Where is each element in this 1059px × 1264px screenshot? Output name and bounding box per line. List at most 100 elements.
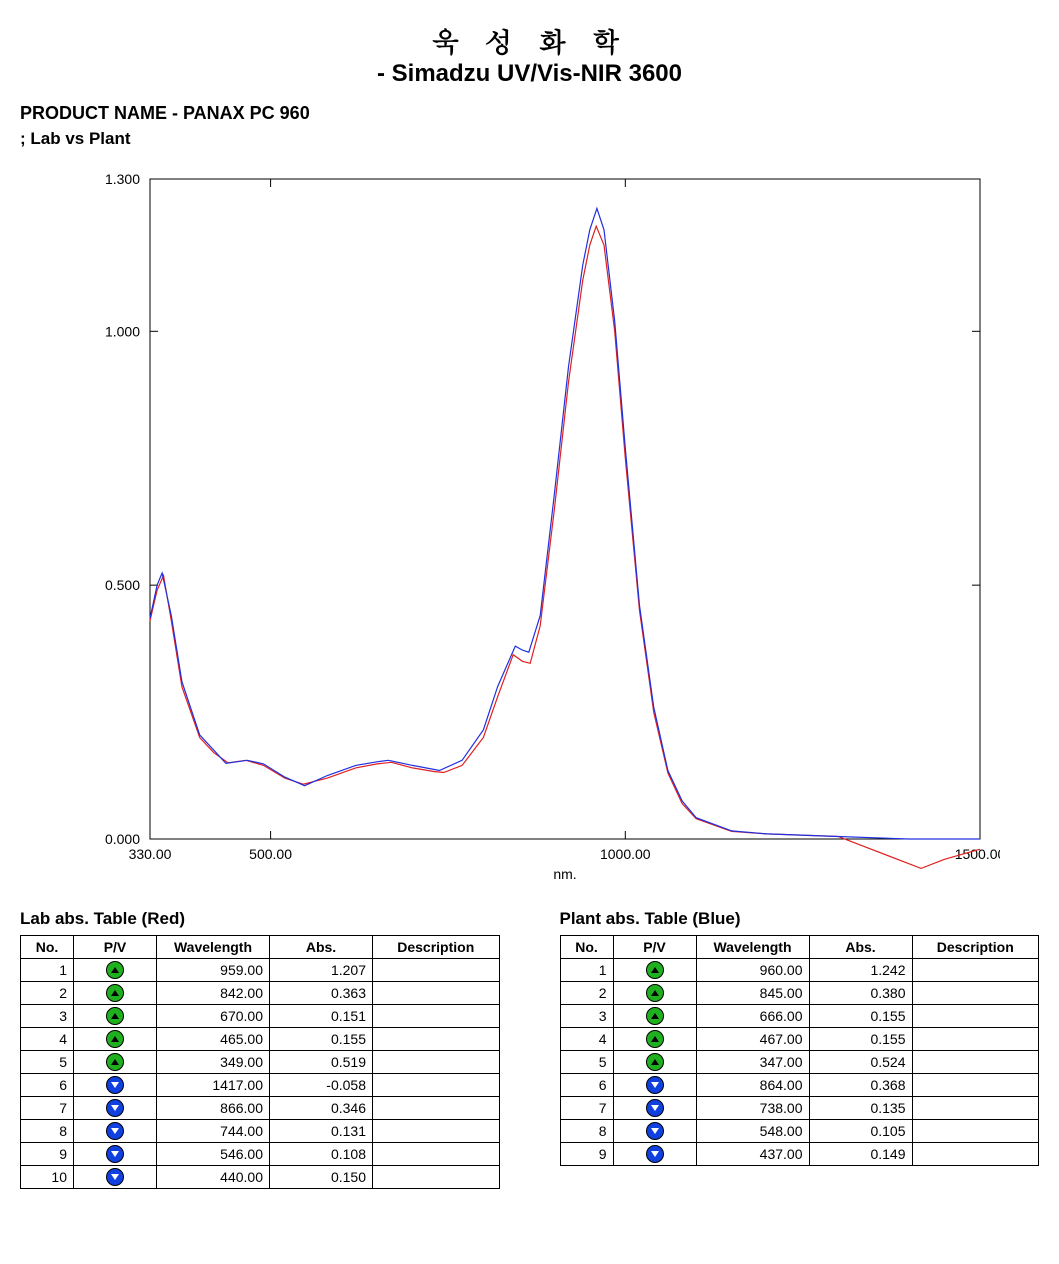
plant-table-section: Plant abs. Table (Blue) No.P/VWavelength… xyxy=(560,909,1040,1189)
row-no: 9 xyxy=(21,1143,74,1166)
svg-text:0.500: 0.500 xyxy=(105,577,140,593)
table-row: 6864.000.368 xyxy=(560,1074,1039,1097)
spectrum-svg: 330.00500.001000.001500.000.0000.5001.00… xyxy=(80,169,1000,889)
row-no: 7 xyxy=(560,1097,613,1120)
row-desc xyxy=(912,1028,1039,1051)
table-row: 2842.000.363 xyxy=(21,982,500,1005)
lab-table-section: Lab abs. Table (Red) No.P/VWavelengthAbs… xyxy=(20,909,500,1189)
row-desc xyxy=(373,1166,500,1189)
product-name: PRODUCT NAME - PANAX PC 960 xyxy=(20,103,1039,124)
row-no: 8 xyxy=(21,1120,74,1143)
row-abs: -0.058 xyxy=(270,1074,373,1097)
peak-icon xyxy=(106,1053,124,1071)
row-no: 6 xyxy=(560,1074,613,1097)
table-row: 10440.000.150 xyxy=(21,1166,500,1189)
valley-icon xyxy=(106,1099,124,1117)
peak-icon xyxy=(106,961,124,979)
row-no: 1 xyxy=(560,959,613,982)
row-desc xyxy=(912,1143,1039,1166)
row-no: 2 xyxy=(21,982,74,1005)
row-pv xyxy=(74,1166,157,1189)
peak-icon xyxy=(106,984,124,1002)
table-header: P/V xyxy=(74,936,157,959)
table-header: Wavelength xyxy=(157,936,270,959)
row-pv xyxy=(613,959,696,982)
row-abs: 0.105 xyxy=(809,1120,912,1143)
row-abs: 0.131 xyxy=(270,1120,373,1143)
row-abs: 0.135 xyxy=(809,1097,912,1120)
peak-icon xyxy=(646,984,664,1002)
plant-abs-table: No.P/VWavelengthAbs.Description1960.001.… xyxy=(560,935,1040,1166)
svg-text:1000.00: 1000.00 xyxy=(600,846,651,862)
table-row: 8548.000.105 xyxy=(560,1120,1039,1143)
svg-text:1.000: 1.000 xyxy=(105,323,140,339)
row-no: 5 xyxy=(21,1051,74,1074)
row-wavelength: 845.00 xyxy=(696,982,809,1005)
row-abs: 0.155 xyxy=(809,1005,912,1028)
table-row: 7866.000.346 xyxy=(21,1097,500,1120)
row-desc xyxy=(373,1120,500,1143)
row-pv xyxy=(74,982,157,1005)
row-wavelength: 349.00 xyxy=(157,1051,270,1074)
row-abs: 0.150 xyxy=(270,1166,373,1189)
valley-icon xyxy=(646,1122,664,1140)
row-desc xyxy=(912,959,1039,982)
table-row: 9437.000.149 xyxy=(560,1143,1039,1166)
row-pv xyxy=(613,982,696,1005)
row-pv xyxy=(74,959,157,982)
table-row: 6 1417.00-0.058 xyxy=(21,1074,500,1097)
row-pv xyxy=(74,1074,157,1097)
row-wavelength: 467.00 xyxy=(696,1028,809,1051)
row-wavelength: 347.00 xyxy=(696,1051,809,1074)
row-abs: 1.207 xyxy=(270,959,373,982)
table-row: 9546.000.108 xyxy=(21,1143,500,1166)
table-header: Description xyxy=(912,936,1039,959)
svg-text:330.00: 330.00 xyxy=(129,846,172,862)
peak-icon xyxy=(646,1030,664,1048)
row-wavelength: 666.00 xyxy=(696,1005,809,1028)
row-abs: 0.368 xyxy=(809,1074,912,1097)
peak-icon xyxy=(106,1030,124,1048)
row-no: 6 xyxy=(21,1074,74,1097)
lab-abs-table: No.P/VWavelengthAbs.Description1959.001.… xyxy=(20,935,500,1189)
valley-icon xyxy=(106,1076,124,1094)
row-pv xyxy=(74,1120,157,1143)
table-header: P/V xyxy=(613,936,696,959)
table-header: No. xyxy=(560,936,613,959)
row-abs: 0.155 xyxy=(270,1028,373,1051)
table-header: Wavelength xyxy=(696,936,809,959)
row-wavelength: 437.00 xyxy=(696,1143,809,1166)
row-wavelength: 440.00 xyxy=(157,1166,270,1189)
row-desc xyxy=(373,1051,500,1074)
row-wavelength: 465.00 xyxy=(157,1028,270,1051)
svg-text:1.300: 1.300 xyxy=(105,171,140,187)
row-desc xyxy=(912,1005,1039,1028)
row-pv xyxy=(74,1028,157,1051)
table-header: Abs. xyxy=(270,936,373,959)
row-no: 7 xyxy=(21,1097,74,1120)
row-desc xyxy=(373,1143,500,1166)
row-no: 2 xyxy=(560,982,613,1005)
row-abs: 0.524 xyxy=(809,1051,912,1074)
row-wavelength: 1417.00 xyxy=(157,1074,270,1097)
row-pv xyxy=(613,1097,696,1120)
row-pv xyxy=(613,1143,696,1166)
row-desc xyxy=(912,982,1039,1005)
table-header: Description xyxy=(373,936,500,959)
row-pv xyxy=(613,1028,696,1051)
row-pv xyxy=(613,1051,696,1074)
row-pv xyxy=(74,1051,157,1074)
valley-icon xyxy=(106,1122,124,1140)
row-pv xyxy=(74,1097,157,1120)
row-desc xyxy=(912,1051,1039,1074)
row-no: 5 xyxy=(560,1051,613,1074)
row-pv xyxy=(74,1005,157,1028)
row-wavelength: 866.00 xyxy=(157,1097,270,1120)
table-row: 5 347.000.524 xyxy=(560,1051,1039,1074)
row-abs: 0.519 xyxy=(270,1051,373,1074)
valley-icon xyxy=(646,1099,664,1117)
plant-table-title: Plant abs. Table (Blue) xyxy=(560,909,1040,929)
row-wavelength: 548.00 xyxy=(696,1120,809,1143)
row-pv xyxy=(613,1074,696,1097)
lab-table-title: Lab abs. Table (Red) xyxy=(20,909,500,929)
